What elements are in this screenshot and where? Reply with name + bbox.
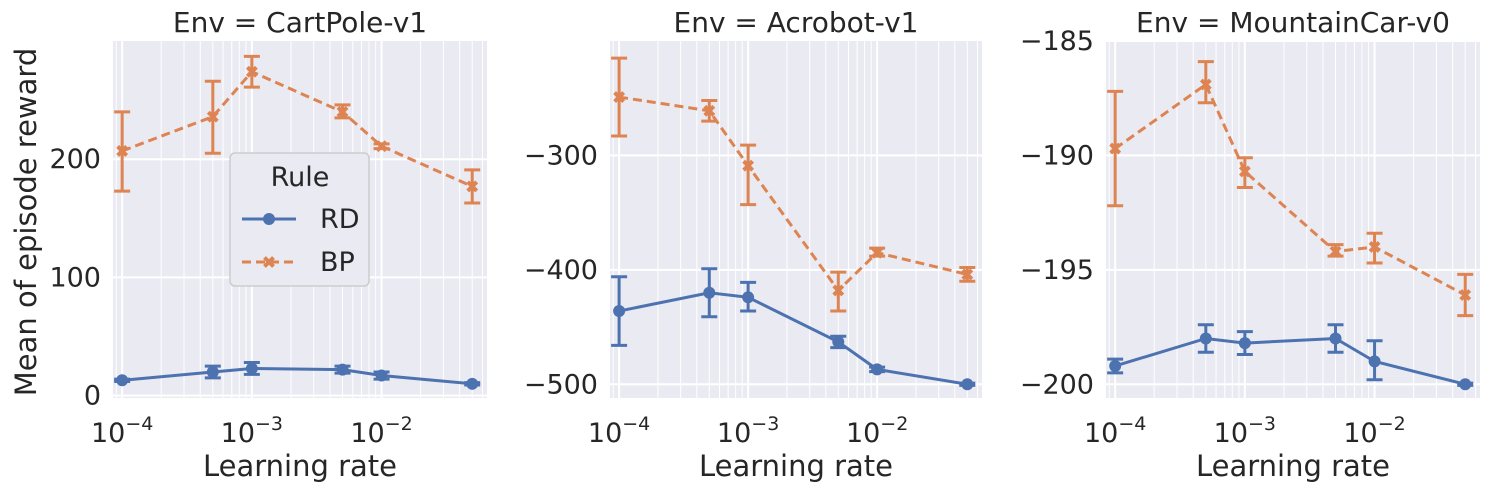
legend-entry-label: BP [320,247,355,278]
chart-panel: 10−4 10−3 10−2 0 100 200 Env = CartPole-v1 Lear… [49,6,487,483]
series-line [1114,336,1466,386]
series-line [618,95,968,293]
y-tick-label: −195 [1020,255,1094,286]
data-point [245,65,258,78]
y-tick-label: −200 [1020,369,1094,400]
plot-background [610,41,982,398]
panel-title: Env = Acrobot-v1 [674,6,919,39]
y-tick-label: 100 [49,262,101,293]
y-tick-label: −185 [1020,26,1094,57]
data-point [961,378,974,391]
data-point [1368,241,1381,253]
x-tick-label: 10−2 [350,413,412,449]
data-point [1109,359,1122,372]
x-axis-label: Learning rate [1196,449,1390,483]
y-tick-label: −500 [524,369,598,400]
x-tick-label: 10−3 [1214,413,1276,449]
data-point [1329,332,1342,345]
series-bp [611,56,976,313]
data-point [116,145,129,157]
series-line [1114,82,1466,297]
data-point [1238,165,1251,178]
data-point [871,246,884,259]
x-tick-label: 10−2 [1343,413,1405,449]
chart-panels: 10−4 10−3 10−2 0 100 200 Env = CartPole-v1 Lear… [49,6,1480,483]
x-tick-label: 10−3 [221,413,283,449]
legend-title: Rule [271,162,330,193]
series-bp [1107,60,1474,318]
panel-title: Env = CartPole-v1 [173,6,427,39]
series-rd [114,361,481,390]
y-tick-label: −190 [1020,140,1094,171]
data-point [466,377,479,390]
x-tick-label: 10−4 [1084,413,1146,449]
chart-panel: 10−4 10−3 10−2 −500 −400 −300 Env = Acrobot-v1… [524,6,982,483]
legend-box [229,152,370,287]
data-point [206,365,219,378]
x-tick-label: 10−4 [588,413,650,449]
data-point [1459,378,1472,391]
data-point [1199,78,1212,91]
data-point [832,284,845,297]
series-bp [114,54,481,205]
x-axis-label: Learning rate [203,449,397,483]
data-point [832,335,845,348]
x-tick-label: 10−3 [717,413,779,449]
series-line [121,69,473,188]
legend: Rule RD BP [229,152,370,287]
data-point [742,291,755,304]
data-point [1238,337,1251,350]
data-point [375,140,388,153]
data-point [961,268,974,281]
y-tick-label: −300 [524,140,598,171]
data-point [336,363,349,376]
data-point [613,91,626,103]
data-point [1368,355,1381,368]
legend-entry-label: RD [320,204,360,235]
plot-background [1106,41,1480,398]
data-point [1459,289,1472,301]
data-point [206,110,219,123]
y-tick-label: 200 [49,144,101,175]
legend-marker [263,213,275,225]
series-line [618,291,968,386]
data-point [245,362,258,375]
data-point [613,305,626,318]
x-tick-label: 10−4 [91,413,153,449]
data-point [1329,245,1342,258]
data-point [742,159,755,172]
data-point [336,106,349,118]
legend-marker [263,256,275,268]
series-rd [1107,323,1474,391]
data-point [116,374,129,387]
data-point [1199,332,1212,345]
x-axis-label: Learning rate [699,449,893,483]
data-point [1109,142,1122,155]
y-tick-label: −400 [524,255,598,286]
data-point [703,286,716,299]
data-point [466,180,479,193]
data-point [375,369,388,382]
y-axis-label: Mean of episode reward [9,48,43,396]
series-rd [611,267,976,391]
chart-panel: 10−4 10−3 10−2 −200 −195 −190 −185 Env = Mounta… [1020,6,1480,483]
x-tick-label: 10−2 [846,413,908,449]
panel-title: Env = MountainCar-v0 [1136,6,1450,39]
y-tick-label: 0 [84,381,101,412]
series-line [122,366,473,386]
data-point [703,104,716,117]
data-point [871,363,884,376]
